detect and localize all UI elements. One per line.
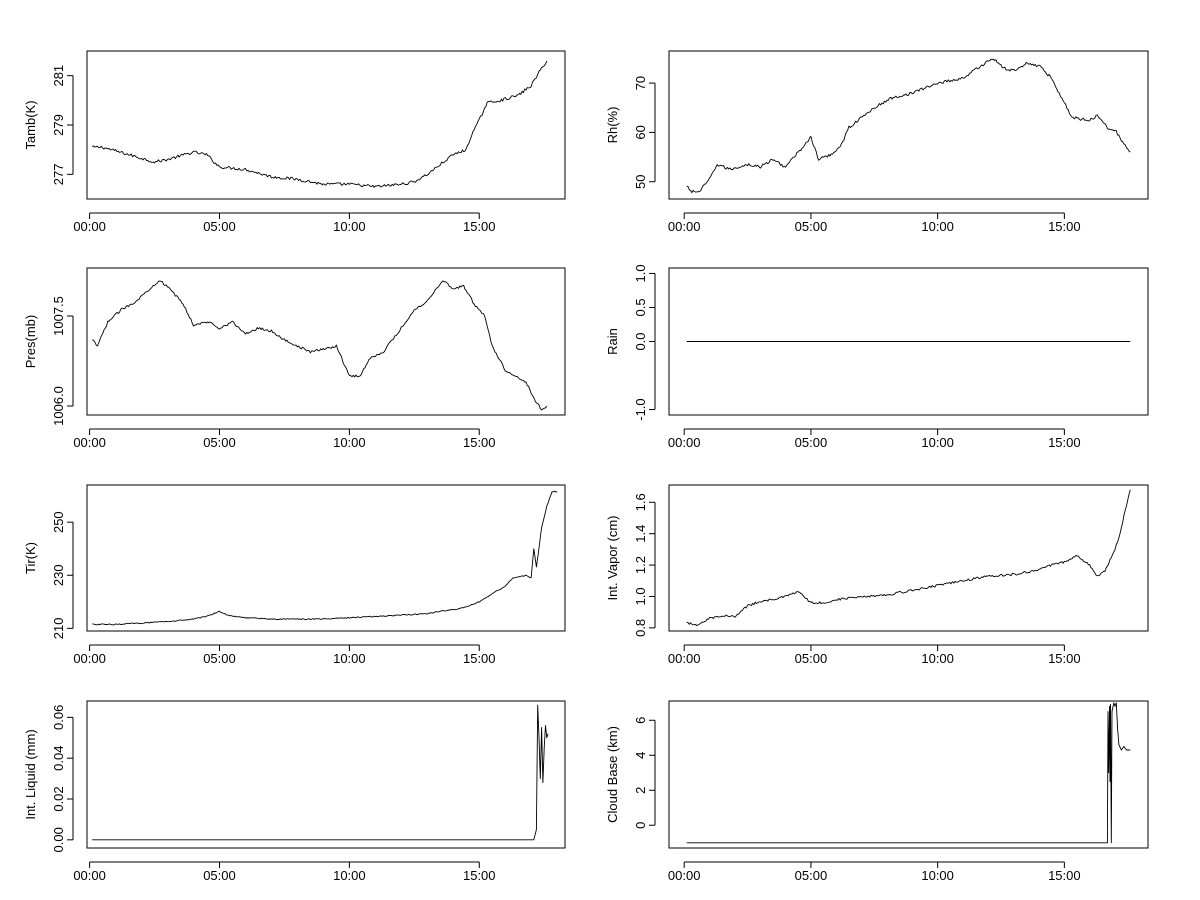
x-tick-label: 00:00: [668, 219, 701, 234]
x-tick-label: 10:00: [333, 651, 366, 666]
y-tick-label: 250: [51, 511, 66, 533]
y-axis-title: Rain: [605, 328, 620, 355]
x-tick-label: 15:00: [1048, 651, 1081, 666]
plot-frame: [668, 267, 1149, 416]
x-tick-label: 15:00: [1048, 219, 1081, 234]
y-tick-label: 1006.0: [51, 386, 66, 426]
x-tick-label: 15:00: [463, 219, 496, 234]
y-tick-label: -1.0: [633, 398, 648, 420]
y-tick-label: 1.4: [633, 525, 648, 543]
x-tick-label: 00:00: [668, 435, 701, 450]
panel-2: 00:00 05:00 10:00 15:00 50 60 70 Rh(%): [605, 50, 1149, 234]
x-tick-label: 10:00: [333, 219, 366, 234]
x-tick-label: 15:00: [463, 868, 496, 883]
x-tick-label: 10:00: [333, 868, 366, 883]
y-tick-label: 0.8: [633, 619, 648, 637]
y-tick-label: 60: [633, 125, 648, 139]
plot-frame: [86, 267, 566, 416]
y-tick-label: 1.2: [633, 556, 648, 574]
panel-3: 00:00 05:00 10:00 15:00 1006.0 1007.5 Pres(mb): [23, 267, 566, 450]
panel-8: 00:00 05:00 10:00 15:00 0 2 4 6 Cloud Base (km): [605, 700, 1149, 883]
x-tick-label: 05:00: [203, 435, 236, 450]
y-tick-label: 0.0: [633, 332, 648, 350]
x-tick-label: 15:00: [1048, 868, 1081, 883]
x-tick-label: 10:00: [921, 868, 954, 883]
x-tick-label: 00:00: [668, 868, 701, 883]
y-axis-title: Tir(K): [23, 542, 38, 574]
panel-1: 00:00 05:00 10:00 15:00 277 279 281 Tamb(K): [23, 50, 566, 234]
y-tick-label: 281: [51, 65, 66, 87]
y-tick-label: 50: [633, 174, 648, 188]
y-axis-title: Cloud Base (km): [605, 726, 620, 823]
x-tick-label: 00:00: [73, 868, 106, 883]
y-tick-label: 0: [633, 822, 648, 829]
x-tick-label: 05:00: [795, 868, 828, 883]
y-tick-label: 4: [633, 752, 648, 759]
y-tick-label: 1007.5: [51, 296, 66, 336]
panel-4: 00:00 05:00 10:00 15:00 -1.0 0.0 0.5 1.0 Rain: [605, 264, 1149, 450]
plot-frame: [86, 700, 566, 849]
panel-7: 00:00 05:00 10:00 15:00 0.00 0.02 0.04 0.06 Int.…: [23, 700, 566, 883]
x-tick-label: 05:00: [203, 651, 236, 666]
plot-frame: [668, 50, 1149, 200]
y-tick-label: 279: [51, 114, 66, 136]
series-line: [686, 489, 1131, 627]
x-tick-label: 10:00: [921, 219, 954, 234]
x-tick-label: 10:00: [333, 435, 366, 450]
y-tick-label: 2: [633, 787, 648, 794]
y-tick-label: 0.06: [51, 705, 66, 730]
x-tick-label: 00:00: [73, 219, 106, 234]
x-tick-label: 15:00: [1048, 435, 1081, 450]
y-tick-label: 0.02: [51, 786, 66, 811]
y-tick-label: 1.0: [633, 264, 648, 282]
x-tick-label: 10:00: [921, 435, 954, 450]
x-tick-label: 05:00: [203, 868, 236, 883]
y-tick-label: 210: [51, 617, 66, 639]
x-tick-label: 05:00: [795, 435, 828, 450]
series-line: [686, 58, 1131, 194]
x-tick-label: 05:00: [203, 219, 236, 234]
y-tick-label: 230: [51, 564, 66, 586]
x-tick-label: 05:00: [795, 219, 828, 234]
y-tick-label: 1.0: [633, 587, 648, 605]
series-line: [91, 60, 548, 188]
plot-frame: [86, 50, 566, 200]
x-tick-label: 00:00: [73, 435, 106, 450]
y-axis-title: Int. Vapor (cm): [605, 515, 620, 600]
y-axis-title: Pres(mb): [23, 315, 38, 368]
series-line: [91, 280, 548, 411]
plot-frame: [668, 700, 1149, 849]
series-line: [92, 490, 558, 626]
panel-6: 00:00 05:00 10:00 15:00 0.8 1.0 1.2 1.4 1.6 Int. …: [605, 484, 1149, 666]
x-tick-label: 15:00: [463, 651, 496, 666]
x-tick-label: 00:00: [668, 651, 701, 666]
series-line: [686, 702, 1131, 844]
x-tick-label: 15:00: [463, 435, 496, 450]
y-tick-label: 0.04: [51, 746, 66, 771]
panel-5: 00:00 05:00 10:00 15:00 210 230 250 Tir(K): [23, 484, 566, 666]
y-axis-title: Int. Liquid (mm): [23, 729, 38, 819]
y-axis-title: Rh(%): [605, 107, 620, 144]
y-tick-label: 0.5: [633, 298, 648, 316]
x-tick-label: 00:00: [73, 651, 106, 666]
y-tick-label: 277: [51, 163, 66, 185]
y-tick-label: 0.00: [51, 827, 66, 852]
plot-frame: [668, 484, 1149, 632]
y-tick-label: 1.6: [633, 493, 648, 511]
x-tick-label: 10:00: [921, 651, 954, 666]
y-axis-title: Tamb(K): [23, 100, 38, 149]
series-line: [92, 704, 549, 841]
y-tick-label: 6: [633, 717, 648, 724]
plot-frame: [86, 484, 566, 632]
x-tick-label: 05:00: [795, 651, 828, 666]
y-tick-label: 70: [633, 76, 648, 90]
